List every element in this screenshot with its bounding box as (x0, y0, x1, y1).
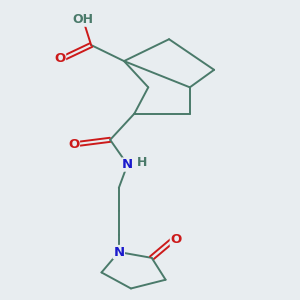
Text: N: N (122, 158, 133, 171)
Text: O: O (170, 233, 182, 246)
Text: H: H (137, 156, 147, 169)
Text: OH: OH (72, 13, 93, 26)
Text: N: N (113, 245, 124, 259)
Text: O: O (68, 138, 80, 151)
Text: O: O (54, 52, 66, 65)
